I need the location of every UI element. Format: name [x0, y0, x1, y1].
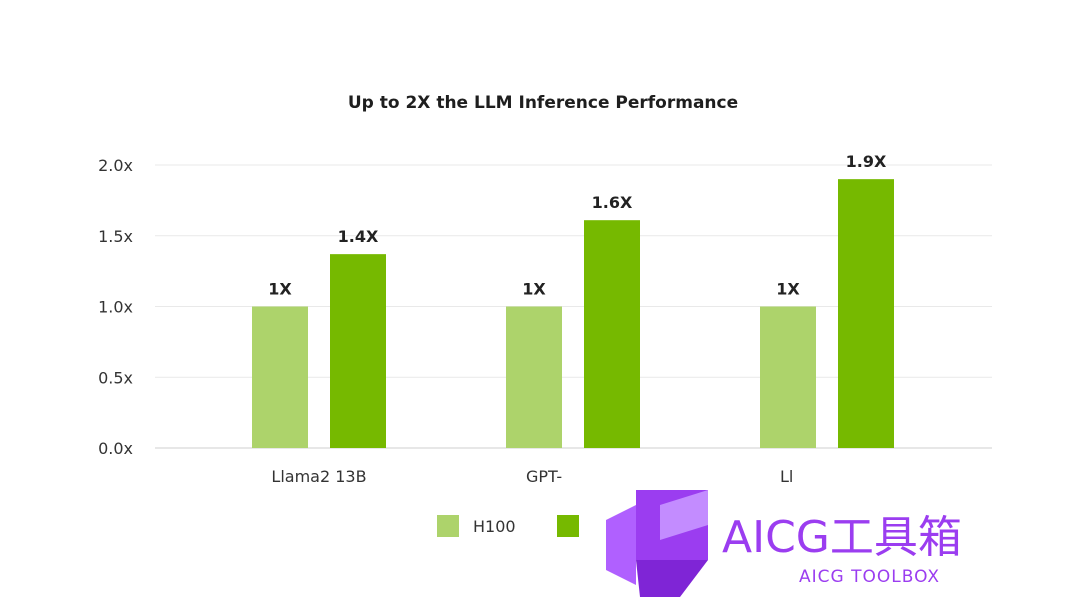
legend: H100: [437, 515, 579, 537]
watermark-title: AICG工具箱: [722, 512, 962, 563]
bar: [584, 220, 640, 448]
watermark: AICG工具箱 AICG TOOLBOX: [606, 490, 962, 597]
x-axis-categories: Llama2 13B GPT- Ll: [271, 467, 793, 486]
x-category-label: Ll: [780, 467, 793, 486]
y-tick-label: 0.5x: [98, 368, 133, 387]
bar: [330, 254, 386, 448]
bar: [252, 306, 308, 448]
data-label: 1X: [268, 280, 292, 299]
y-tick-label: 1.5x: [98, 227, 133, 246]
data-labels: 1X 1.4X 1X 1.6X 1X 1.9X: [268, 152, 887, 298]
bar: [760, 306, 816, 448]
bars: [252, 179, 894, 448]
data-label: 1X: [522, 280, 546, 299]
aicg-logo-icon: [606, 490, 708, 597]
data-label: 1X: [776, 280, 800, 299]
bar: [506, 306, 562, 448]
watermark-subtitle: AICG TOOLBOX: [799, 567, 940, 587]
y-tick-label: 0.0x: [98, 439, 133, 458]
y-tick-label: 2.0x: [98, 156, 133, 175]
chart-title: Up to 2X the LLM Inference Performance: [348, 93, 738, 113]
y-tick-label: 1.0x: [98, 298, 133, 317]
legend-swatch-h100: [437, 515, 459, 537]
bar: [838, 179, 894, 448]
data-label: 1.6X: [592, 193, 633, 212]
data-label: 1.4X: [338, 227, 379, 246]
legend-label-h100: H100: [473, 517, 516, 536]
x-category-label: Llama2 13B: [271, 467, 366, 486]
y-axis-ticks: 0.0x 0.5x 1.0x 1.5x 2.0x: [98, 156, 133, 458]
data-label: 1.9X: [846, 152, 887, 171]
x-category-label: GPT-: [526, 467, 562, 486]
legend-swatch-series-2: [557, 515, 579, 537]
